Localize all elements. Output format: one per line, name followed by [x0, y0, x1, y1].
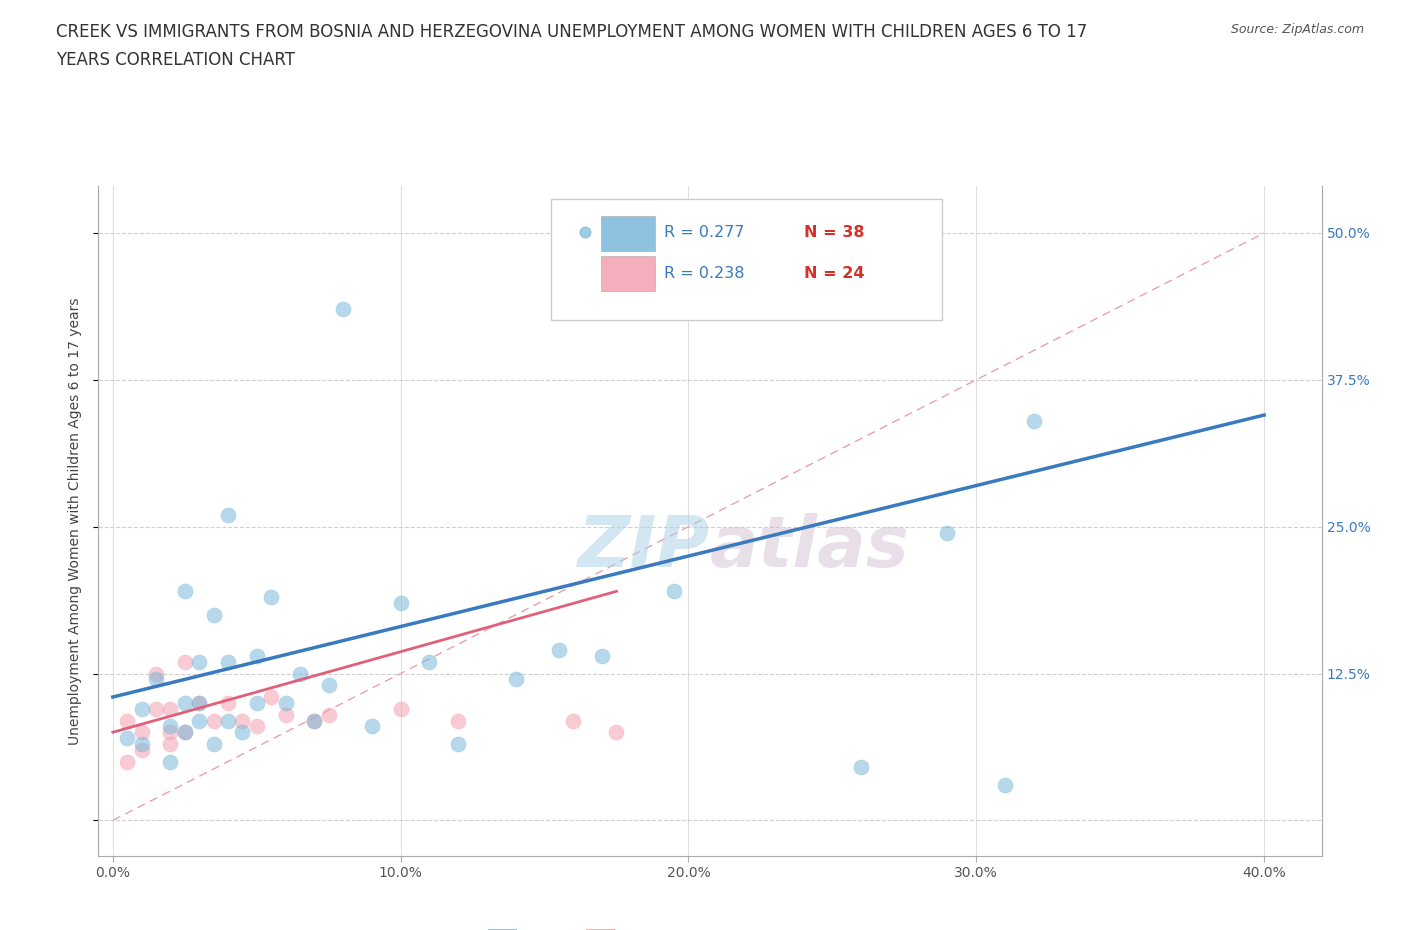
Point: [994, 777, 1017, 792]
Point: [159, 701, 181, 716]
Point: [173, 724, 195, 739]
Point: [159, 719, 181, 734]
Point: [231, 724, 253, 739]
Y-axis label: Unemployment Among Women with Children Ages 6 to 17 years: Unemployment Among Women with Children A…: [69, 297, 83, 745]
Legend: Creek, Immigrants from Bosnia and Herzegovina: Creek, Immigrants from Bosnia and Herzeg…: [482, 923, 938, 930]
Point: [159, 737, 181, 751]
Point: [246, 648, 269, 663]
Point: [217, 655, 239, 670]
Point: [217, 713, 239, 728]
FancyBboxPatch shape: [602, 216, 655, 251]
Point: [131, 737, 153, 751]
Point: [173, 724, 195, 739]
Point: [936, 525, 959, 540]
Point: [159, 724, 181, 739]
Point: [318, 678, 340, 693]
Text: Source: ZipAtlas.com: Source: ZipAtlas.com: [1230, 23, 1364, 36]
Point: [260, 590, 283, 604]
Point: [145, 672, 167, 687]
Point: [188, 696, 211, 711]
Point: [246, 719, 269, 734]
Point: [505, 672, 527, 687]
Point: [131, 724, 153, 739]
FancyBboxPatch shape: [602, 257, 655, 291]
Point: [260, 689, 283, 704]
Point: [447, 737, 470, 751]
Point: [562, 713, 585, 728]
Point: [389, 595, 412, 610]
Point: [131, 742, 153, 757]
Point: [202, 713, 225, 728]
Point: [188, 713, 211, 728]
Point: [115, 731, 138, 746]
Point: [418, 655, 440, 670]
Point: [389, 701, 412, 716]
Point: [318, 707, 340, 722]
Point: [173, 696, 195, 711]
Point: [288, 666, 311, 681]
Point: [304, 713, 326, 728]
Point: [188, 655, 211, 670]
Point: [145, 666, 167, 681]
Point: [360, 719, 382, 734]
Text: CREEK VS IMMIGRANTS FROM BOSNIA AND HERZEGOVINA UNEMPLOYMENT AMONG WOMEN WITH CH: CREEK VS IMMIGRANTS FROM BOSNIA AND HERZ…: [56, 23, 1087, 41]
Point: [217, 696, 239, 711]
Point: [304, 713, 326, 728]
Text: atlas: atlas: [710, 513, 910, 582]
Point: [274, 707, 297, 722]
Point: [1022, 414, 1045, 429]
Point: [605, 724, 627, 739]
Point: [131, 701, 153, 716]
Text: ZIP: ZIP: [578, 513, 710, 582]
Point: [246, 696, 269, 711]
Point: [332, 302, 354, 317]
Point: [159, 754, 181, 769]
Point: [173, 655, 195, 670]
Point: [548, 643, 571, 658]
Text: N = 38: N = 38: [804, 225, 865, 240]
Point: [231, 713, 253, 728]
Text: YEARS CORRELATION CHART: YEARS CORRELATION CHART: [56, 51, 295, 69]
Point: [217, 508, 239, 523]
Point: [115, 713, 138, 728]
Point: [188, 696, 211, 711]
Text: R = 0.238: R = 0.238: [664, 266, 744, 281]
Point: [447, 713, 470, 728]
FancyBboxPatch shape: [551, 199, 942, 320]
Point: [202, 737, 225, 751]
Point: [202, 607, 225, 622]
Point: [274, 696, 297, 711]
Text: N = 24: N = 24: [804, 266, 865, 281]
Text: R = 0.277: R = 0.277: [664, 225, 744, 240]
Point: [591, 648, 613, 663]
Point: [115, 754, 138, 769]
Point: [662, 584, 685, 599]
Point: [173, 584, 195, 599]
Point: [145, 701, 167, 716]
Point: [849, 760, 872, 775]
